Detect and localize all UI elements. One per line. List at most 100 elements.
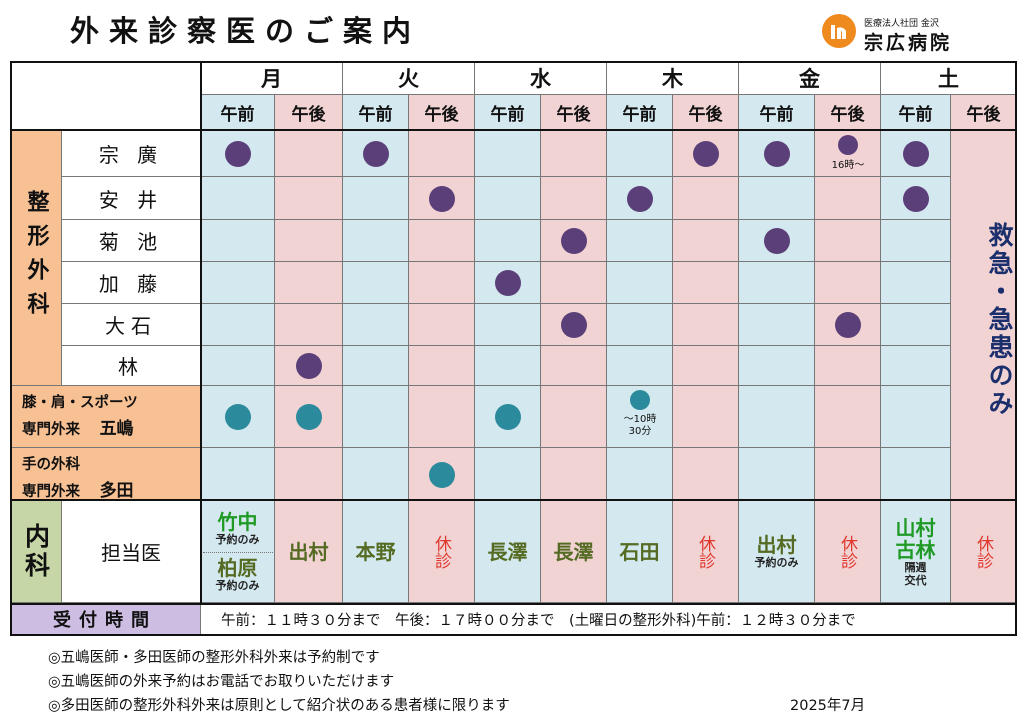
- slot-tada-thu-pm: [673, 448, 739, 501]
- doctor-name-hayashi: 林: [62, 346, 201, 386]
- doctor-name-yasui: 安 井: [62, 177, 201, 220]
- internal-doctor-takenaka: 竹中: [217, 510, 258, 534]
- specialty-knee-shoulder: 膝・肩・スポーツ 専門外来 五嶋: [10, 386, 201, 448]
- schedule-dot: [693, 141, 719, 167]
- am-header-fri: 午前: [739, 95, 815, 131]
- slot-oishi-mon-am: [201, 304, 275, 346]
- page-title: 外来診察医のご案内: [70, 14, 422, 48]
- internal-doctor-demura-fri: 出村: [756, 533, 797, 557]
- specialty-hand: 手の外科 専門外来 多田: [10, 448, 201, 501]
- note-goshima-thu-am: ～10時 30分: [623, 414, 657, 437]
- footnote-3: ◎多田医師の整形外科外来は原則として紹介状のある患者様に限ります: [48, 698, 510, 714]
- slot-tada-fri-pm: [815, 448, 881, 501]
- internal-doctor-kobayashi: 古林: [895, 537, 936, 562]
- slot-oishi-sat-am: [881, 304, 951, 346]
- slot-kato-wed-pm: [541, 262, 607, 304]
- schedule-dot: [630, 390, 650, 410]
- internal-doctor-yamamura: 山村: [895, 515, 936, 540]
- slot-munehiro-wed-am: [475, 131, 541, 177]
- slot-goshima-sat-am: [881, 386, 951, 448]
- am-header-mon: 午前: [201, 95, 275, 131]
- day-header-tue: 火: [343, 61, 475, 95]
- internal-fri-pm: 休診: [815, 501, 881, 603]
- slot-goshima-fri-am: [739, 386, 815, 448]
- internal-thu-am: 石田: [607, 501, 673, 603]
- footnote-1: ◎五嶋医師・多田医師の整形外科外来は予約制です: [48, 650, 380, 666]
- slot-oishi-wed-am: [475, 304, 541, 346]
- slot-oishi-mon-pm: [275, 304, 343, 346]
- doctor-name-tada: 多田: [99, 481, 134, 501]
- doctor-name-kikuchi: 菊 池: [62, 220, 201, 262]
- slot-kato-thu-pm: [673, 262, 739, 304]
- doctor-name-kato: 加 藤: [62, 262, 201, 304]
- am-header-wed: 午前: [475, 95, 541, 131]
- sat-pm-orthopedics-merged: [951, 131, 1017, 501]
- footnote-2: ◎五嶋医師の外来予約はお電話でお取りいただけます: [48, 674, 395, 690]
- internal-sat-am: 山村 古林 隔週 交代: [881, 501, 951, 603]
- orthopedics-label: 整形外科: [10, 131, 62, 386]
- slot-goshima-thu-pm: [673, 386, 739, 448]
- schedule-dot: [429, 461, 455, 488]
- internal-tue-am: 本野: [343, 501, 409, 603]
- slot-hayashi-thu-pm: [673, 346, 739, 386]
- slot-kikuchi-wed-pm: [541, 220, 607, 262]
- slot-kato-tue-am: [343, 262, 409, 304]
- slot-kikuchi-mon-pm: [275, 220, 343, 262]
- reception-label: 受付時間: [10, 603, 201, 636]
- internal-fri-am: 出村 予約のみ: [739, 501, 815, 603]
- am-header-thu: 午前: [607, 95, 673, 131]
- slot-tada-wed-pm: [541, 448, 607, 501]
- day-header-mon: 月: [201, 61, 343, 95]
- slot-kikuchi-fri-pm: [815, 220, 881, 262]
- slot-munehiro-mon-pm: [275, 131, 343, 177]
- pm-header-wed: 午後: [541, 95, 607, 131]
- day-header-thu: 木: [607, 61, 739, 95]
- internal-thu-pm: 休診: [673, 501, 739, 603]
- slot-kikuchi-tue-am: [343, 220, 409, 262]
- hospital-name: 宗広病院: [864, 32, 953, 54]
- specialty-hand-line1: 手の外科: [22, 457, 80, 473]
- internal-doctor-kashiwabara: 柏原: [217, 556, 258, 580]
- internal-wed-pm: 長澤: [541, 501, 607, 603]
- schedule-dot: [561, 228, 587, 254]
- slot-hayashi-wed-pm: [541, 346, 607, 386]
- slot-kikuchi-thu-pm: [673, 220, 739, 262]
- internal-note-alternate2: 交代: [904, 573, 927, 587]
- hospital-logo: 医療法人社団 金沢 宗広病院: [822, 14, 992, 54]
- schedule-dot: [296, 404, 322, 430]
- doctor-name-oishi: 大石: [62, 304, 201, 346]
- internal-note-kashiwabara: 予約のみ: [215, 579, 260, 592]
- slot-hayashi-wed-am: [475, 346, 541, 386]
- slot-kikuchi-wed-am: [475, 220, 541, 262]
- slot-kato-mon-pm: [275, 262, 343, 304]
- slot-kato-fri-pm: [815, 262, 881, 304]
- slot-hayashi-tue-pm: [409, 346, 475, 386]
- schedule-dot: [225, 141, 251, 167]
- slot-yasui-fri-am: [739, 177, 815, 220]
- slot-yasui-wed-pm: [541, 177, 607, 220]
- schedule-dot: [764, 141, 790, 167]
- schedule-dot: [835, 312, 861, 338]
- slot-tada-mon-am: [201, 448, 275, 501]
- schedule-dot: [627, 185, 653, 212]
- slot-yasui-mon-am: [201, 177, 275, 220]
- slot-oishi-fri-am: [739, 304, 815, 346]
- schedule-dot: [429, 185, 455, 212]
- internal-note-demura-fri: 予約のみ: [754, 556, 799, 569]
- internal-doctor-motono: 本野: [355, 539, 396, 564]
- slot-hayashi-tue-am: [343, 346, 409, 386]
- am-header-sat: 午前: [881, 95, 951, 131]
- internal-doctor-demura: 出村: [288, 539, 329, 564]
- slot-yasui-mon-pm: [275, 177, 343, 220]
- specialty-knee-line2: 専門外来: [22, 422, 80, 438]
- schedule-dot: [903, 141, 929, 167]
- hospital-org: 医療法人社団 金沢: [864, 19, 939, 29]
- internal-mon-am: 竹中 予約のみ 柏原 予約のみ: [201, 501, 275, 603]
- slot-tada-mon-pm: [275, 448, 343, 501]
- pm-header-thu: 午後: [673, 95, 739, 131]
- internal-note-takenaka: 予約のみ: [215, 533, 260, 546]
- slot-yasui-tue-am: [343, 177, 409, 220]
- slot-hayashi-fri-am: [739, 346, 815, 386]
- slot-oishi-tue-am: [343, 304, 409, 346]
